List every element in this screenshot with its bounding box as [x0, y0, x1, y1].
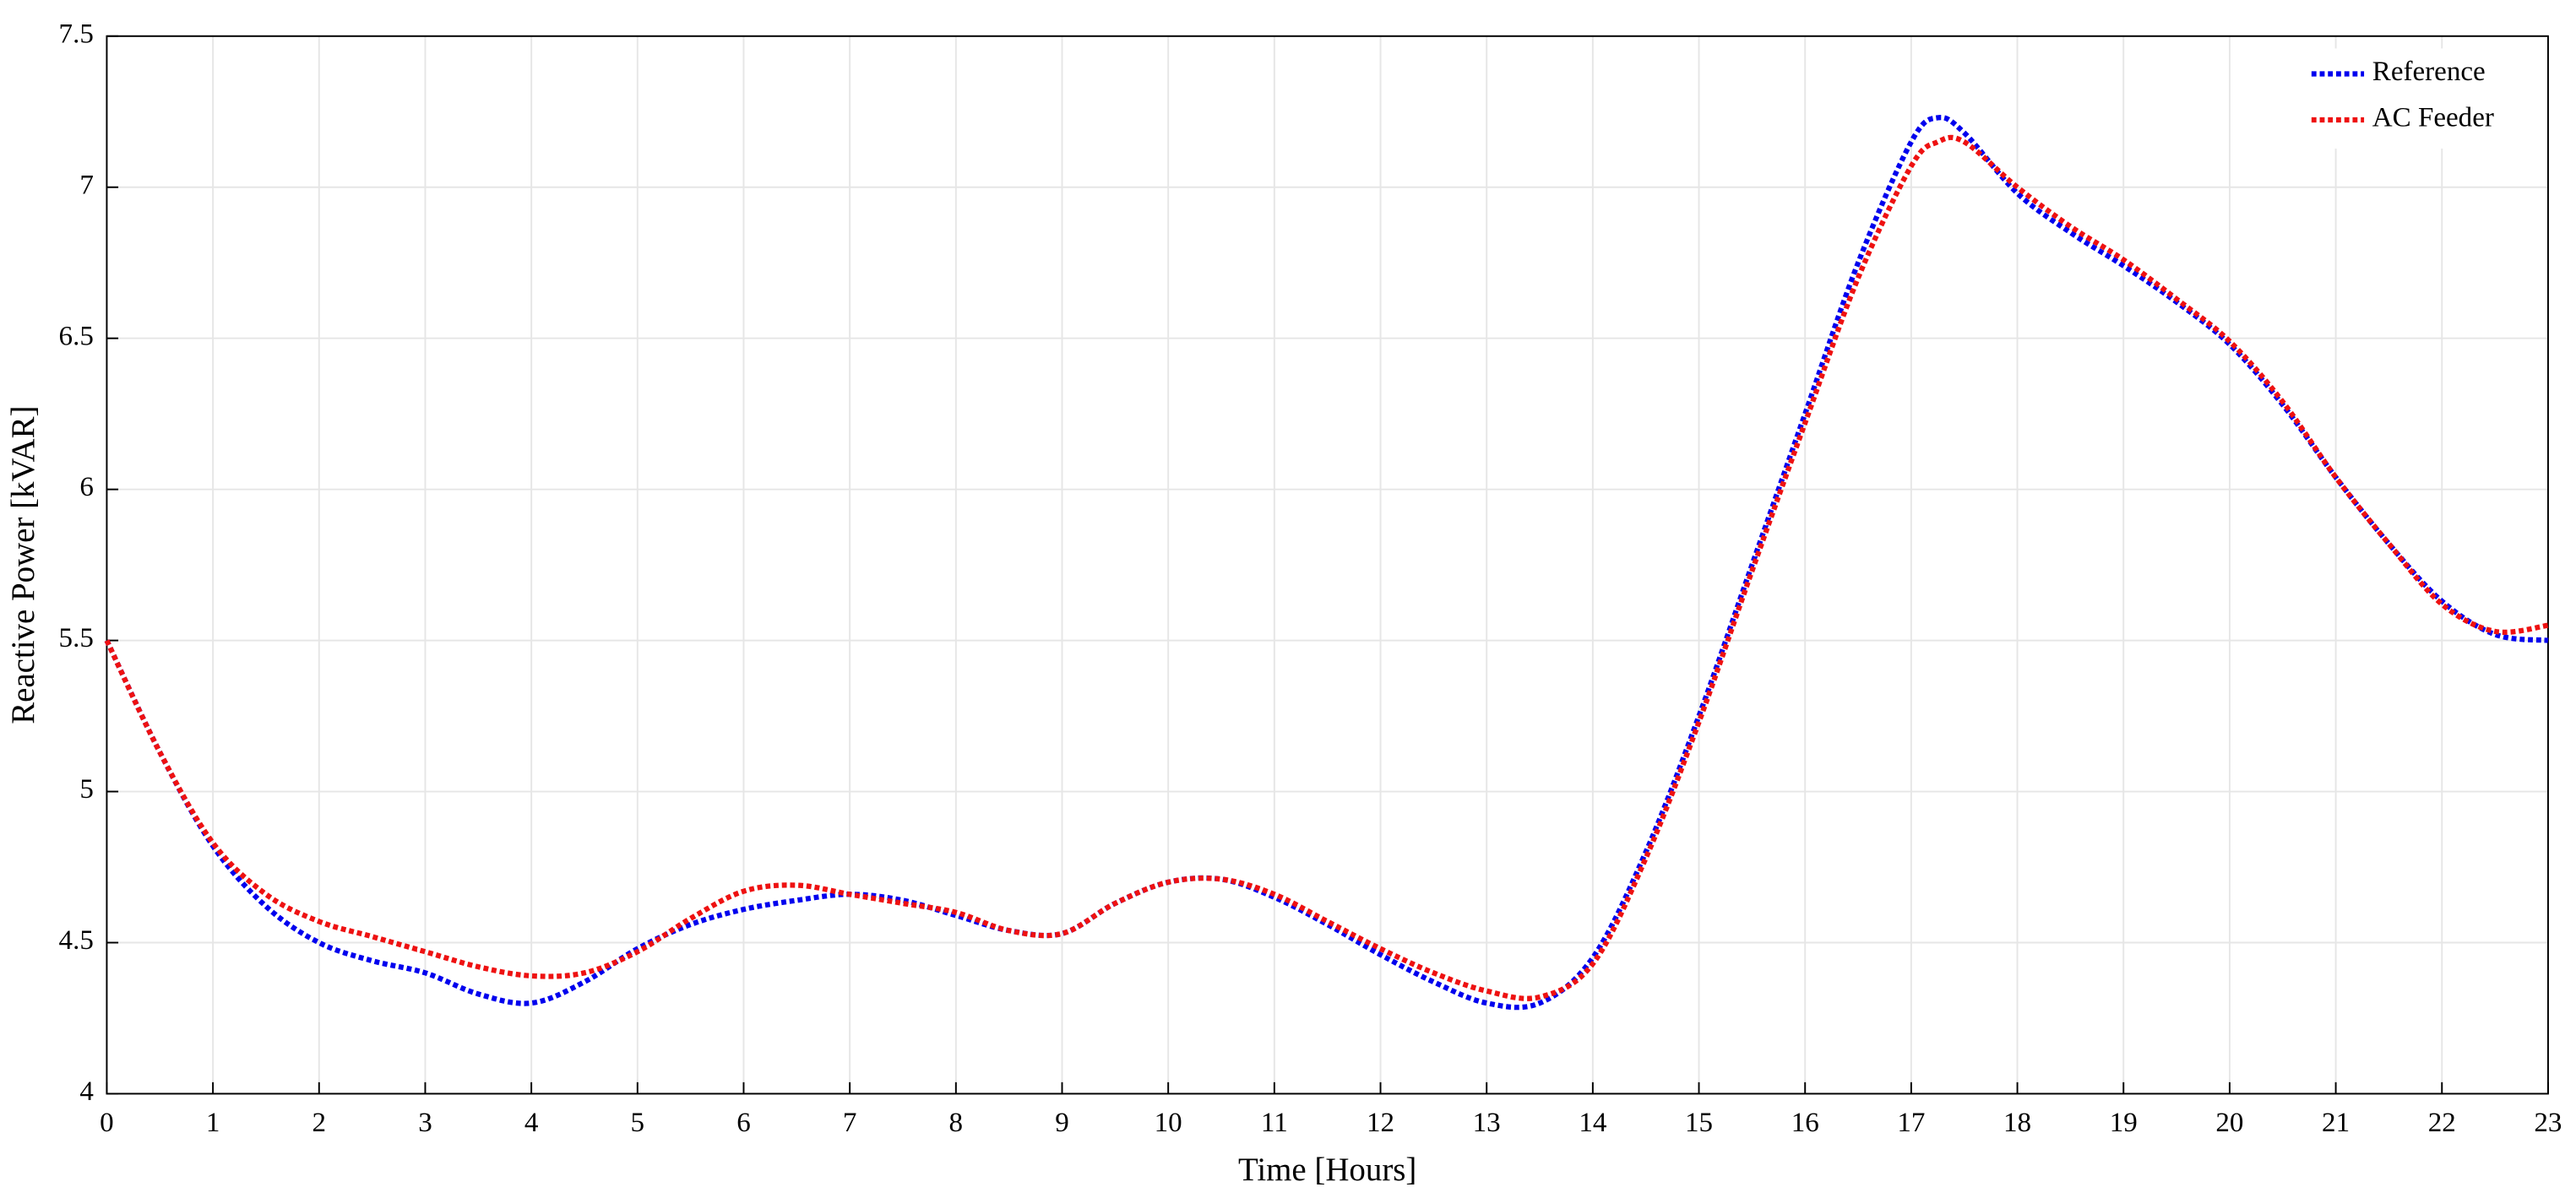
y-tick-label: 7.5	[59, 19, 94, 49]
x-tick-label: 12	[1367, 1108, 1394, 1138]
x-tick-label: 16	[1791, 1108, 1819, 1138]
x-tick-label: 15	[1685, 1108, 1713, 1138]
x-tick-label: 22	[2428, 1108, 2456, 1138]
legend-box	[2294, 48, 2540, 149]
x-tick-label: 9	[1055, 1108, 1069, 1138]
y-tick-label: 4	[79, 1076, 94, 1107]
x-tick-label: 7	[843, 1108, 857, 1138]
x-tick-label: 8	[949, 1108, 964, 1138]
legend-label: AC Feeder	[2372, 103, 2494, 133]
x-tick-label: 18	[2003, 1108, 2031, 1138]
x-tick-label: 0	[100, 1108, 114, 1138]
y-tick-label: 5.5	[59, 623, 94, 653]
x-tick-label: 17	[1897, 1108, 1925, 1138]
x-tick-label: 23	[2534, 1108, 2562, 1138]
x-axis-label: Time [Hours]	[1238, 1152, 1416, 1188]
x-tick-label: 14	[1579, 1108, 1606, 1138]
x-tick-label: 6	[736, 1108, 751, 1138]
series-line	[104, 134, 2549, 1001]
x-tick-label: 21	[2322, 1108, 2350, 1138]
x-tick-label: 5	[631, 1108, 645, 1138]
x-tick-label: 10	[1155, 1108, 1182, 1138]
x-tick-label: 11	[1261, 1108, 1288, 1138]
y-tick-label: 6	[79, 472, 94, 502]
legend: Reference AC Feeder	[2294, 48, 2540, 149]
x-tick-label: 19	[2110, 1108, 2138, 1138]
x-tick-label: 13	[1473, 1108, 1501, 1138]
series-line	[104, 114, 2549, 1011]
y-axis-label: Reactive Power [kVAR]	[5, 405, 41, 724]
y-tick-label: 6.5	[59, 321, 94, 351]
x-tick-label: 2	[312, 1108, 327, 1138]
y-tick-label: 4.5	[59, 925, 94, 956]
y-tick-label: 5	[79, 774, 94, 805]
x-tick-label: 20	[2215, 1108, 2243, 1138]
x-tick-label: 4	[524, 1108, 539, 1138]
x-tick-label: 1	[206, 1108, 220, 1138]
x-tick-label: 3	[418, 1108, 432, 1138]
y-tick-label: 7	[79, 170, 94, 200]
plot-frame	[106, 35, 2549, 1095]
legend-label: Reference	[2372, 57, 2486, 87]
